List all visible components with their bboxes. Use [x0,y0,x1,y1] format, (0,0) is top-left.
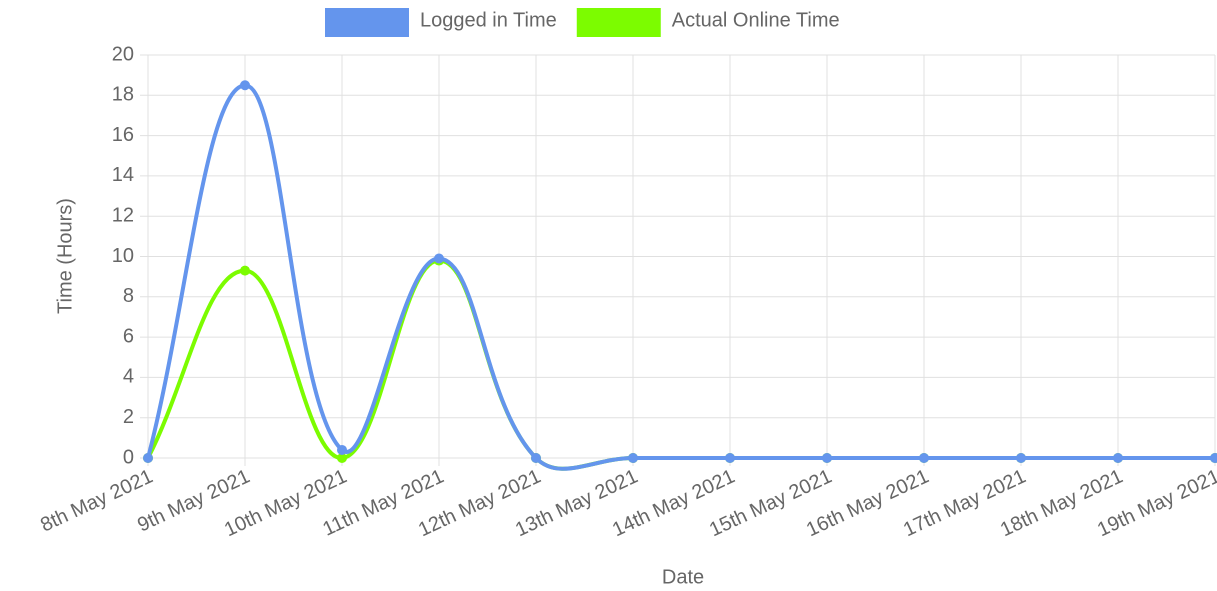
point [240,265,250,276]
y-tick-label: 4 [123,366,134,388]
point [434,253,444,264]
point [1210,453,1217,463]
point [143,453,153,463]
point [725,453,735,463]
y-tick-label: 20 [112,43,134,65]
point [240,80,250,91]
y-tick-label: 16 [112,124,134,146]
point [628,453,638,463]
point [1113,453,1123,463]
point [919,453,929,463]
y-tick-label: 0 [123,446,134,468]
point [337,444,347,455]
legend-swatch [576,8,661,37]
y-tick-label: 18 [112,84,134,106]
y-tick-label: 6 [123,325,134,347]
y-tick-label: 8 [123,285,134,307]
point [531,453,541,463]
y-tick-label: 10 [112,245,134,267]
y-tick-label: 2 [123,406,134,428]
point [822,453,832,463]
y-tick-label: 14 [112,164,134,186]
point [1016,453,1026,463]
legend-label: Actual Online Time [672,9,840,31]
y-axis-title: Time (Hours) [54,198,76,314]
y-tick-label: 12 [112,204,134,226]
legend-label: Logged in Time [420,9,557,31]
x-axis-title: Date [662,566,704,588]
point [337,453,347,463]
legend-swatch [325,8,409,37]
